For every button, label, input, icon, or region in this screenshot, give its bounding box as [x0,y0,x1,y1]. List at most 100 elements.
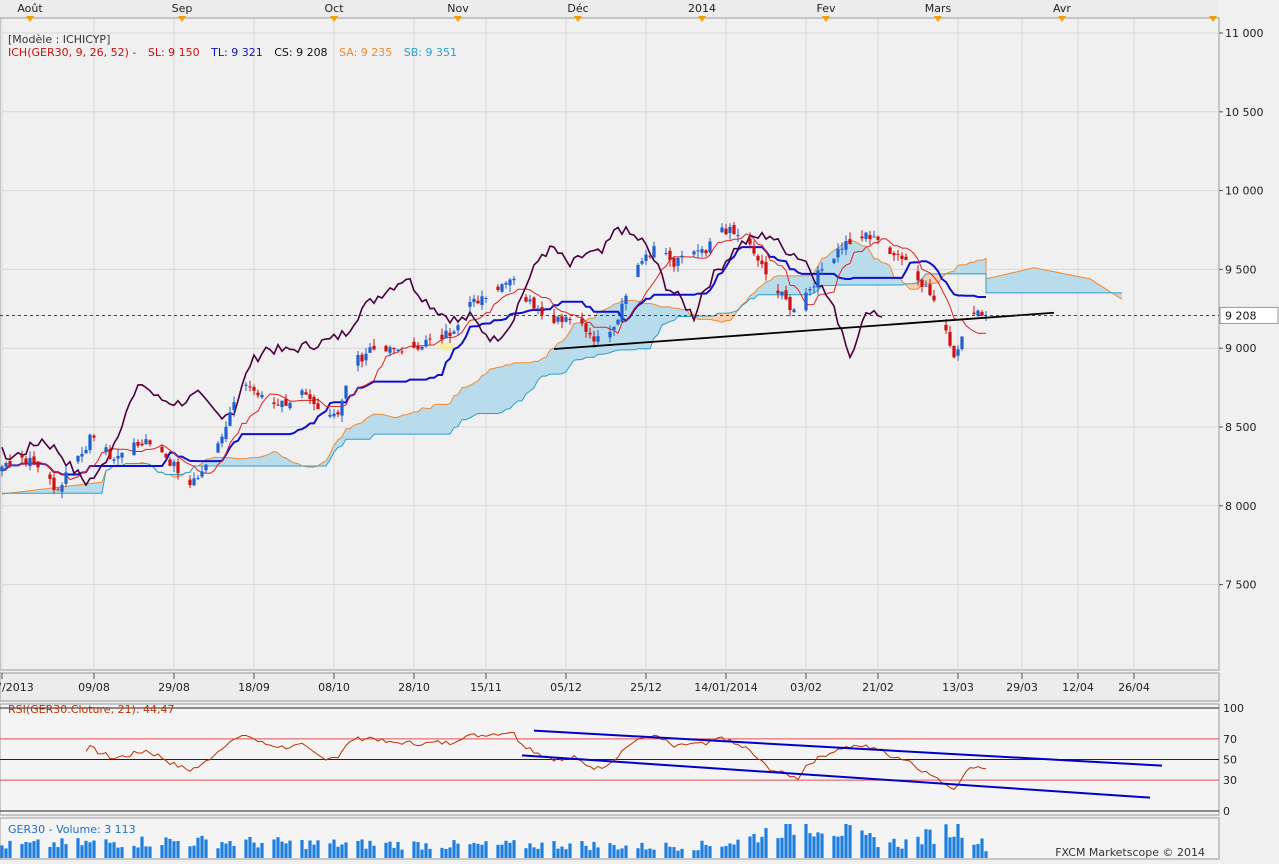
candle-body [52,478,55,490]
sa-label: SA: 9 235 [339,46,392,59]
ich-label: ICH(GER30, 9, 26, 52) - [8,46,136,59]
candle-body [496,287,499,290]
volume-bar [120,847,123,858]
candle-body [60,485,63,492]
candle-body [948,332,951,346]
volume-bar [812,836,815,858]
candle-body [80,454,83,457]
volume-bar [892,839,895,858]
candle-body [440,335,443,340]
candle-body [396,350,399,351]
candle-body [920,280,923,287]
candle-body [220,437,223,444]
candle-body [840,249,843,250]
cloud-segment [386,415,390,434]
cloud-segment [970,262,974,274]
volume-bar [524,848,527,858]
candle-body [640,261,643,263]
volume-bar [224,844,227,858]
candle-body [904,257,907,260]
cloud-segment [866,246,870,285]
volume-bar [540,843,543,858]
candle-body [280,401,283,407]
candle-body [596,336,599,342]
volume-bar [512,840,515,858]
candle-body [364,354,367,361]
candle-body [700,249,703,253]
candle-body [336,412,339,414]
volume-bar [692,850,695,858]
cloud-segment [494,367,498,413]
volume-bar [112,842,115,858]
candle-body [356,355,359,366]
cloud-segment [958,265,962,274]
candle-body [272,402,275,404]
cloud-segment [390,416,394,434]
volume-bar [200,836,203,858]
candle-body [8,461,11,465]
cloud-segment [726,313,730,321]
volume-bar [440,848,443,858]
volume-bar [668,847,671,858]
volume-bar [424,843,427,858]
volume-bar [976,844,979,858]
cloud-segment [594,312,598,357]
volume-bar [92,841,95,858]
volume-bar [612,845,615,858]
volume-bar [36,839,39,858]
candle-body [932,296,935,301]
volume-bar [56,847,59,858]
candle-body [928,284,931,295]
candle-body [444,331,447,339]
volume-bar [260,843,263,858]
candle-body [372,346,375,350]
candle-body [924,286,927,287]
cloud-segment [66,486,70,493]
candle-body [224,427,227,439]
volume-bar [804,824,807,858]
volume-bar [116,848,119,858]
candle-body [420,347,423,349]
cloud-segment [498,367,502,414]
volume-bar [984,851,987,858]
rsi-level-label: 0 [1223,805,1230,818]
volume-bar [256,847,259,858]
candle-body [724,229,727,235]
volume-bar [144,846,147,858]
cloud-segment [886,263,890,285]
volume-bar [732,845,735,858]
rsi-level-label: 50 [1223,754,1237,767]
cloud-segment [70,485,74,493]
volume-bar [916,837,919,858]
cloud-segment [826,254,830,286]
volume-bar [340,844,343,858]
cloud-segment [982,258,986,274]
cloud-segment [258,457,262,466]
candle-body [644,255,647,261]
candle-body [580,318,583,323]
volume-bar [148,847,151,858]
cloud-segment [366,416,370,439]
candle-body [120,453,123,458]
volume-bar [580,841,583,858]
volume-bar [680,849,683,858]
volume-bar [80,845,83,858]
candle-body [332,414,335,417]
candle-body [664,253,667,254]
volume-bar [300,840,303,858]
candle-body [340,401,343,416]
candle-body [560,316,563,322]
volume-bar [284,843,287,858]
cloud-segment [446,404,450,434]
cloud-segment [798,276,802,295]
month-label: Fev [816,2,835,15]
volume-bar [868,833,871,858]
candle-body [872,236,875,237]
cloud-segment [542,357,546,376]
date-tick-label: 15/11 [470,681,502,694]
volume-bar [724,846,727,858]
candle-body [480,296,483,305]
cloud-segment [514,363,518,404]
